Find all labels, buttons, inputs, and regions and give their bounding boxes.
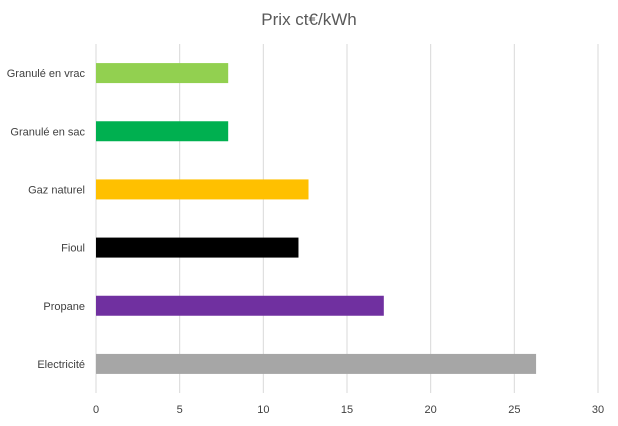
x-tick-label: 0 [93, 404, 99, 416]
category-label: Granulé en sac [10, 126, 85, 138]
gridlines [95, 44, 599, 393]
bar-2 [96, 121, 229, 142]
x-tick-label: 15 [341, 404, 353, 416]
category-label: Electricité [37, 359, 85, 371]
chart-title: Prix ct€/kWh [261, 10, 357, 29]
category-label: Fioul [61, 243, 85, 255]
bar-5 [96, 295, 384, 316]
category-label: Gaz naturel [28, 184, 85, 196]
category-label: Propane [43, 301, 85, 313]
bar-3 [96, 179, 309, 200]
x-tick-label: 25 [508, 404, 520, 416]
x-tick-label: 30 [592, 404, 604, 416]
x-tick-label: 10 [257, 404, 269, 416]
category-labels: Granulé en vrac Granulé en sac Gaz naturel… [7, 68, 86, 371]
category-label: Granulé en vrac [7, 68, 86, 80]
x-tick-labels: 0 5 10 15 20 25 30 [93, 404, 604, 416]
bars [96, 63, 537, 374]
bar-4 [96, 237, 299, 258]
bar-6 [96, 353, 537, 374]
bar-1 [96, 63, 229, 84]
x-tick-label: 20 [425, 404, 437, 416]
x-tick-label: 5 [177, 404, 183, 416]
